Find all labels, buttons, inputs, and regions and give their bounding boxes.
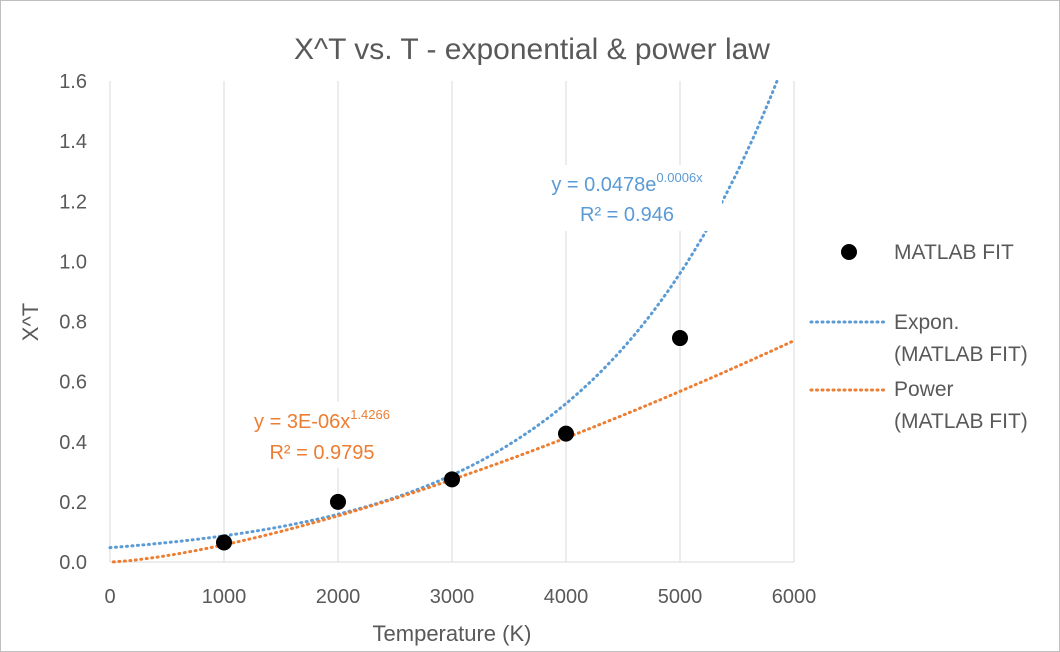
x-tick-label: 6000 bbox=[772, 586, 817, 608]
y-tick-label: 0.0 bbox=[59, 552, 87, 574]
y-tick-label: 1.0 bbox=[59, 251, 87, 273]
y-tick-label: 1.4 bbox=[59, 131, 87, 153]
data-point bbox=[330, 493, 346, 510]
legend: MATLAB FIT Expon. (MATLAB FIT) Power (MATLAB… bbox=[809, 241, 1028, 433]
legend-marker-matlab-fit bbox=[841, 244, 857, 260]
trendline-exponential bbox=[108, 79, 779, 550]
trendline-equation-power: y = 3E-06x1.4266 bbox=[254, 407, 390, 433]
legend-label-matlab-fit: MATLAB FIT bbox=[894, 241, 1014, 264]
x-axis-label: Temperature (K) bbox=[373, 621, 532, 646]
data-point bbox=[444, 471, 460, 488]
trendline-power bbox=[111, 339, 796, 564]
x-tick-label: 2000 bbox=[316, 586, 361, 608]
y-tick-label: 0.6 bbox=[59, 372, 87, 394]
annotation-background bbox=[227, 402, 417, 468]
trendline-equation-exponential: y = 0.0478e0.0006x bbox=[551, 170, 703, 196]
trendline-r2-power: R² = 0.9795 bbox=[269, 442, 374, 464]
y-tick-label: 0.2 bbox=[59, 492, 87, 514]
y-tick-label: 1.6 bbox=[59, 71, 87, 93]
y-tick-label: 1.2 bbox=[59, 191, 87, 213]
data-point bbox=[558, 425, 574, 442]
data-point bbox=[216, 534, 232, 551]
legend-label-exponential: Expon. bbox=[894, 311, 959, 334]
trendline-annotations: y = 0.0478e0.0006x R² = 0.946 y = 3E-06x1.… bbox=[227, 165, 722, 468]
legend-label-exponential-line2: (MATLAB FIT) bbox=[894, 343, 1028, 366]
x-axis-ticks: 0 1000 2000 3000 4000 5000 6000 bbox=[104, 586, 816, 608]
data-point bbox=[672, 330, 688, 347]
plot-area bbox=[108, 79, 796, 564]
y-tick-label: 0.4 bbox=[59, 432, 87, 454]
trendline-r2-exponential: R² = 0.946 bbox=[580, 204, 674, 226]
x-tick-label: 3000 bbox=[430, 586, 475, 608]
chart-title: X^T vs. T - exponential & power law bbox=[294, 33, 770, 66]
y-axis-ticks: 0.0 0.2 0.4 0.6 0.8 1.0 1.2 1.4 1.6 bbox=[59, 71, 87, 574]
grid bbox=[109, 81, 795, 563]
y-tick-label: 0.8 bbox=[59, 312, 87, 334]
y-axis-label: X^T bbox=[18, 303, 43, 341]
x-tick-label: 4000 bbox=[544, 586, 589, 608]
x-tick-label: 5000 bbox=[658, 586, 703, 608]
x-tick-label: 1000 bbox=[202, 586, 247, 608]
annotation-background bbox=[532, 165, 722, 231]
x-tick-label: 0 bbox=[104, 586, 115, 608]
legend-label-power: Power bbox=[894, 378, 954, 401]
legend-label-power-line2: (MATLAB FIT) bbox=[894, 410, 1028, 433]
